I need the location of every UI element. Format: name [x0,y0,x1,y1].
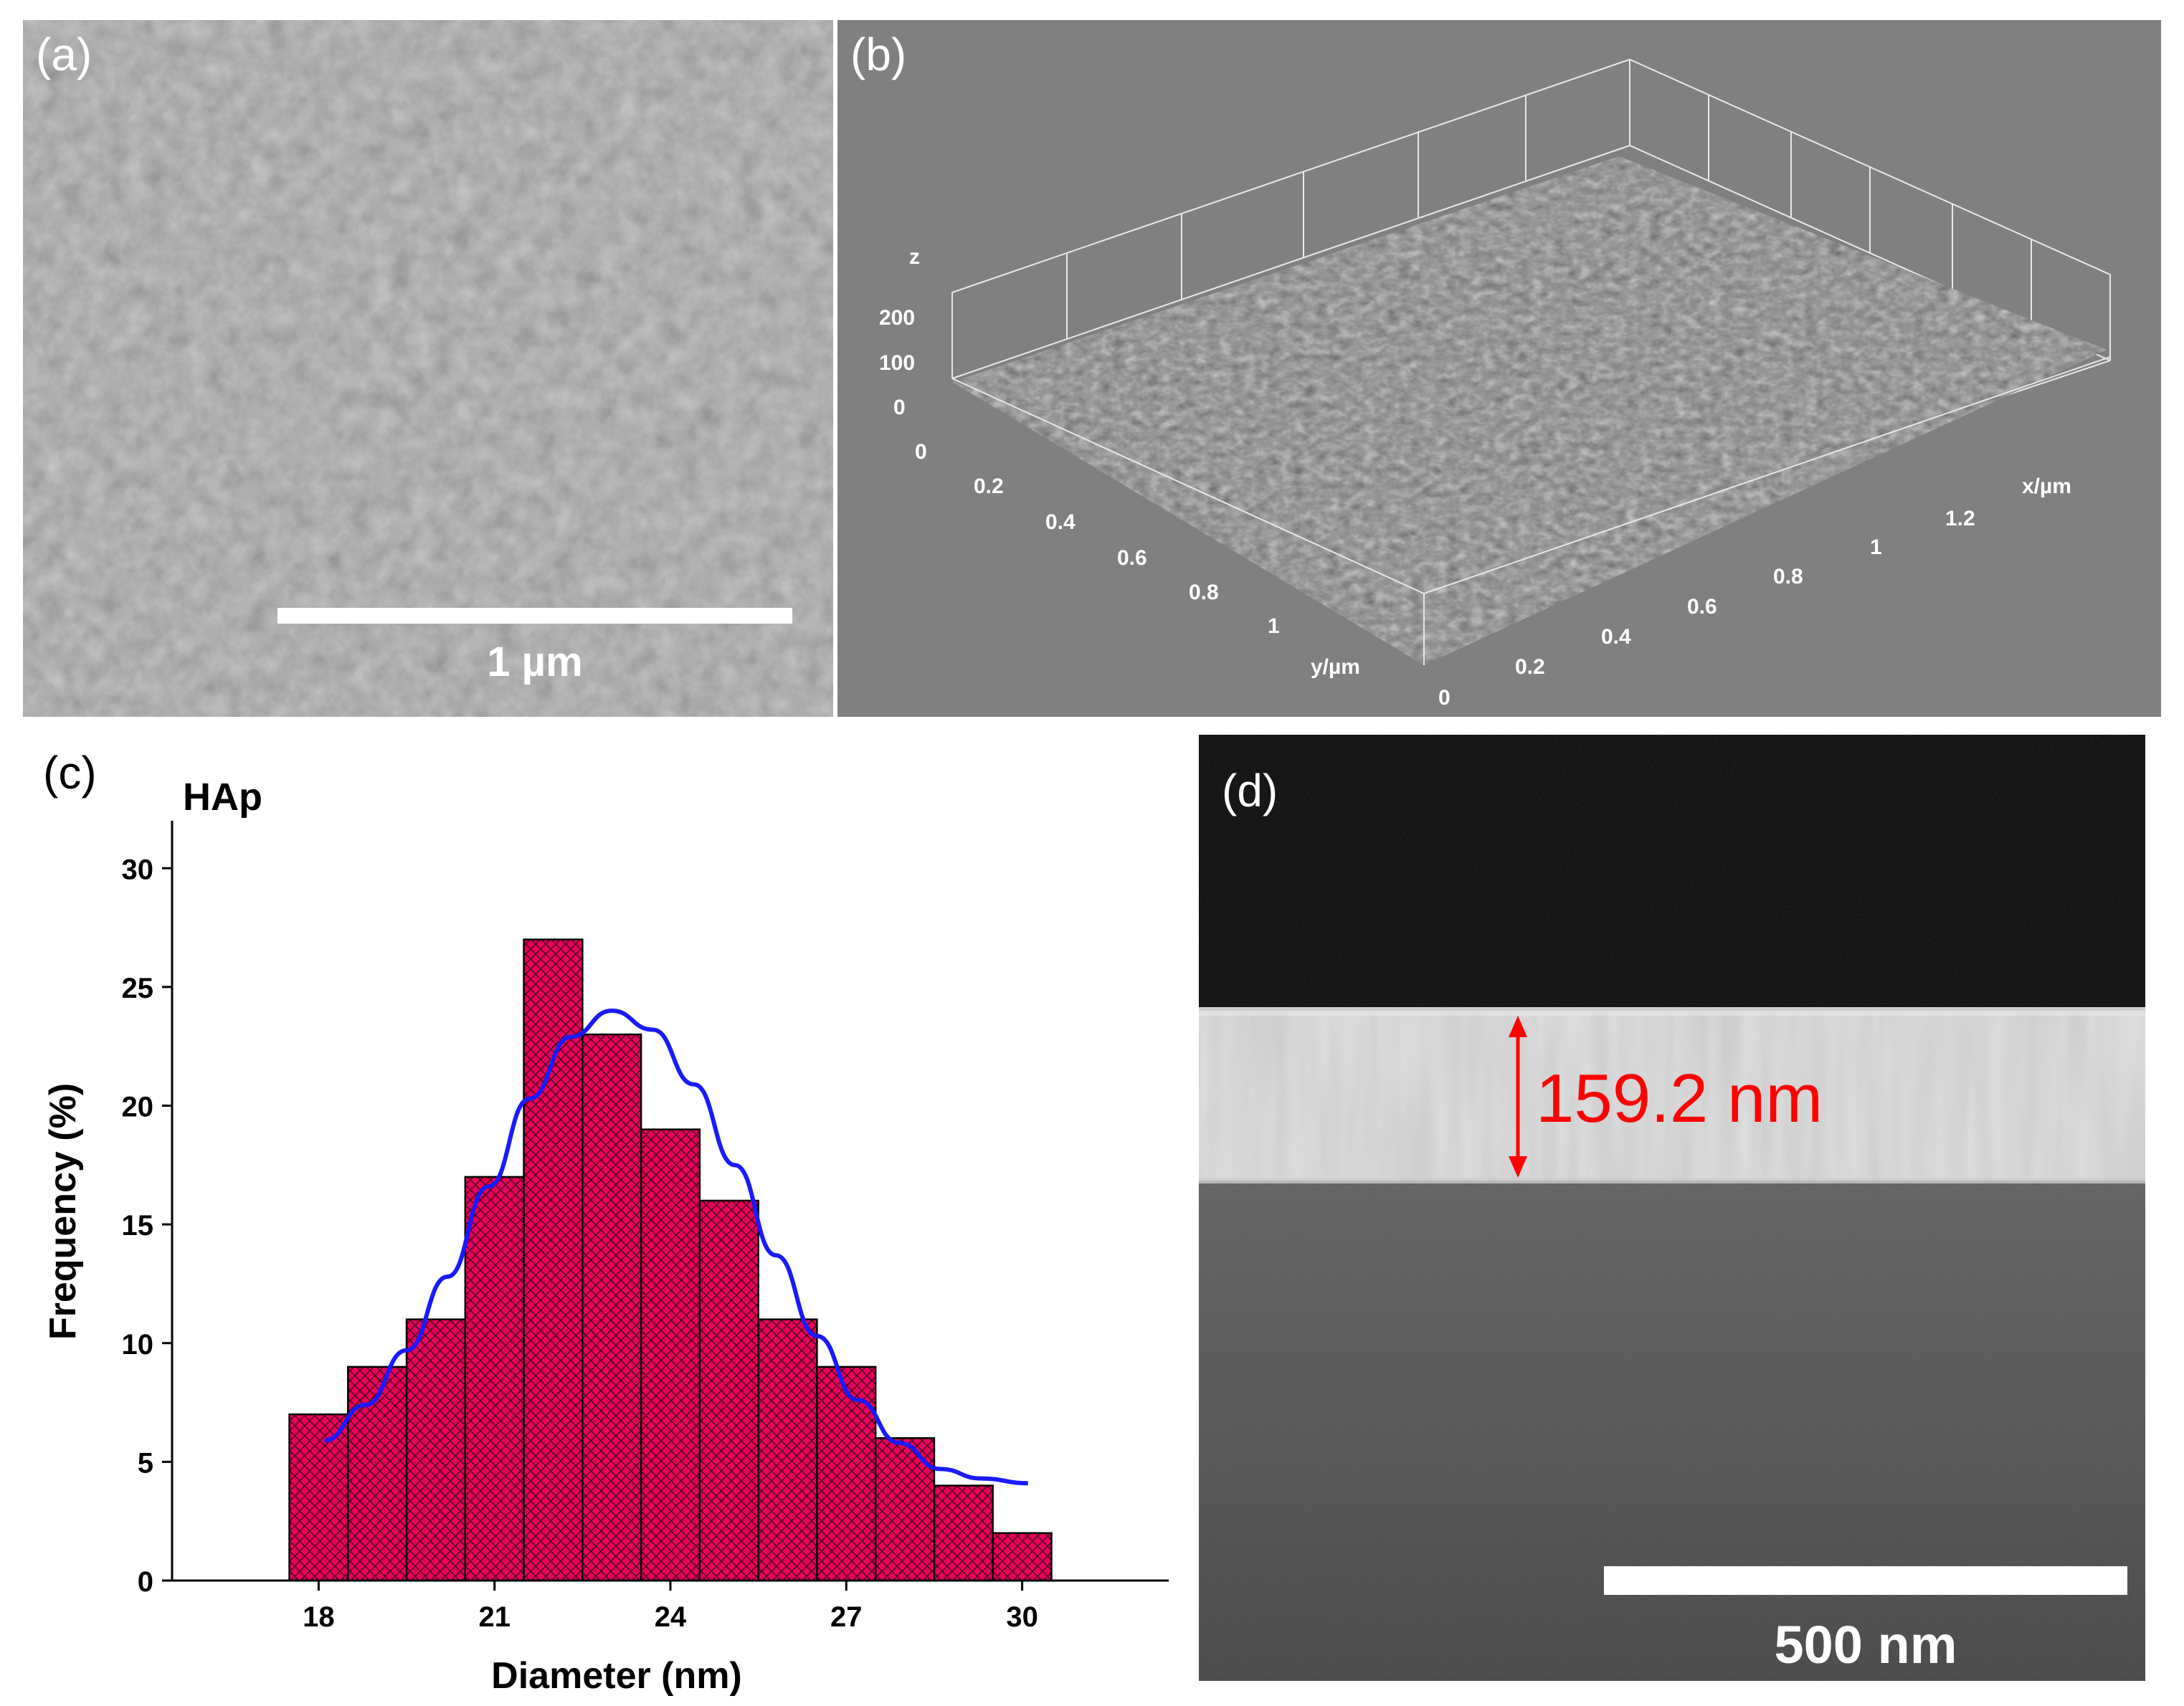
panel-c-histogram: (c) HAp 0 5 10 15 20 25 30 18 21 24 27 30 Diameter … [29,738,1190,1699]
x-tick-1.2: 1.2 [1945,507,1975,530]
histogram-bar [816,1366,877,1582]
histogram-bar [992,1532,1053,1582]
bars-layer [288,938,1053,1582]
panel-a-label: (a) [36,29,92,80]
panel-a-sem-image: 1 µm (a) [23,20,833,717]
x-tick-0.8: 0.8 [1773,565,1803,588]
histogram-bar [581,1033,642,1582]
chart-title: HAp [183,776,262,819]
scale-bar-line [277,608,792,624]
y-tick-0.4: 0.4 [1045,510,1076,534]
x-tick-0.4: 0.4 [1601,625,1631,649]
x-axis-label: x/µm [2022,475,2071,498]
y-tick-label: 25 [122,973,154,1004]
histogram-bar [347,1366,408,1582]
axes-layer: 0 5 10 15 20 25 30 18 21 24 27 30 [122,821,1169,1633]
y-tick-label: 30 [122,854,154,885]
x-tick-0.6: 0.6 [1687,595,1717,619]
histogram-bar [757,1318,818,1582]
panel-c-label: (c) [43,747,97,799]
z-axis-label: z [909,245,920,269]
y-tick-0.6: 0.6 [1117,546,1147,570]
z-tick-0: 0 [893,396,906,419]
panel-d-label: (d) [1222,765,1278,816]
x-tick-label: 30 [1006,1601,1038,1633]
scale-bar-label: 1 µm [487,639,582,685]
x-tick-1: 1 [1870,535,1882,559]
x-tick-0.2: 0.2 [1515,655,1545,679]
y-tick-label: 15 [122,1210,154,1242]
y-tick-label: 0 [138,1566,153,1598]
histogram-bar [464,1176,525,1582]
histogram-bar [523,938,584,1582]
x-axis-title: Diameter (nm) [491,1655,742,1697]
z-tick-100: 100 [879,351,915,375]
z-tick-0-b: 0 [915,440,927,464]
z-tick-200: 200 [879,306,915,330]
histogram-bar [405,1318,467,1582]
panel-b-afm-3d: z 200 100 0 0 0.2 0.4 0.6 0.8 1 y/µm 0 0… [837,20,2161,717]
cross-section-micrograph: 159.2 nm 500 nm (d) [1199,735,2145,1681]
afm-topography-plot: z 200 100 0 0 0.2 0.4 0.6 0.8 1 y/µm 0 0… [837,20,2161,717]
scale-bar-label: 500 nm [1774,1615,1957,1674]
y-axis-label: y/µm [1311,655,1360,679]
thickness-label: 159.2 nm [1536,1060,1823,1137]
histogram-bar [288,1413,349,1582]
y-axis-title: Frequency (%) [42,1083,84,1340]
histogram-bar [874,1437,936,1582]
sem-surface-micrograph: 1 µm (a) [23,20,833,717]
histogram-bar [698,1199,759,1582]
x-tick-label: 18 [303,1601,335,1633]
diameter-histogram-chart: (c) HAp 0 5 10 15 20 25 30 18 21 24 27 30 Diameter … [42,747,1169,1697]
panel-b-label: (b) [850,29,906,80]
panel-d-sem-cross-section: 159.2 nm 500 nm (d) [1199,735,2145,1681]
x-tick-label: 27 [830,1601,863,1633]
origin-label: 0 [1438,686,1451,710]
y-tick-0.2: 0.2 [974,475,1004,498]
x-tick-label: 21 [478,1601,511,1633]
y-tick-label: 5 [138,1447,153,1479]
scale-bar-line [1604,1566,2127,1595]
gaussian-fit-curve [324,1008,1028,1486]
y-tick-label: 20 [122,1092,154,1123]
histogram-bar [640,1128,701,1582]
thickness-arrow [1509,1016,1527,1178]
histogram-bar [933,1485,994,1582]
x-tick-label: 24 [655,1601,687,1633]
y-tick-0.8: 0.8 [1189,581,1219,604]
y-tick-label: 10 [122,1329,154,1360]
y-tick-1: 1 [1268,614,1280,638]
